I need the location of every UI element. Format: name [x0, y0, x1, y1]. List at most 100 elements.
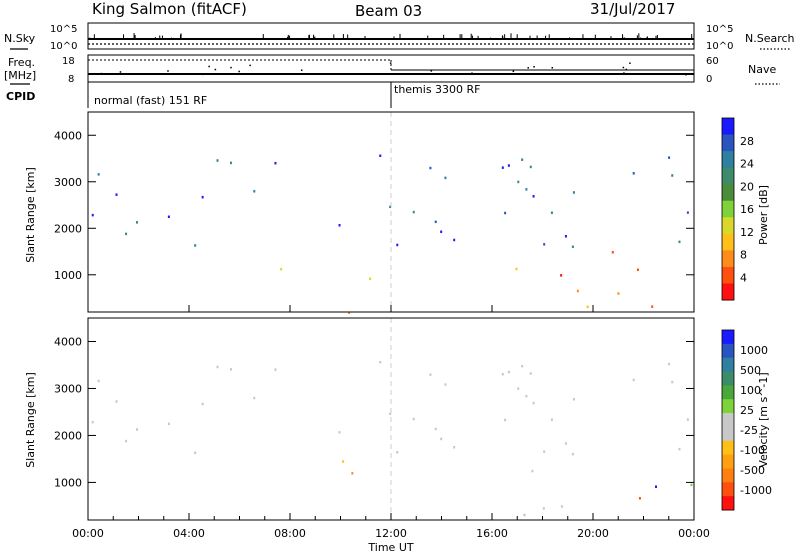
- freq-dot: [230, 66, 232, 69]
- colorbar-swatch: [722, 343, 734, 359]
- freq-dot: [473, 73, 476, 75]
- xaxis-label: Time UT: [367, 541, 413, 554]
- date-title: 31/Jul/2017: [590, 0, 675, 18]
- colorbar-tick-label: 12: [740, 226, 754, 239]
- freq-dot: [625, 68, 628, 71]
- colorbar-tick-label: 20: [740, 180, 754, 193]
- freq-label-line2: [MHz]: [4, 69, 36, 82]
- power-ylabel: Slant Range [km]: [24, 167, 37, 263]
- power-colorbar: 28 24 20 16 12 8 4: [721, 117, 754, 301]
- power-echo-cell: [572, 191, 575, 194]
- velocity-echo-cell: [379, 360, 382, 364]
- x-tick-label: 00:00: [678, 527, 710, 540]
- colorbar-swatch: [722, 167, 734, 185]
- colorbar-swatch: [722, 482, 734, 497]
- freq-dot: [389, 62, 392, 64]
- velocity-echo-cell: [97, 379, 100, 383]
- colorbar-swatch: [722, 200, 734, 218]
- velocity-echo-cell: [564, 442, 567, 445]
- velocity-y-axis: 1000 2000 3000 4000: [54, 335, 694, 489]
- power-echo-cell: [576, 289, 579, 293]
- velocity-echo-cell: [504, 418, 507, 422]
- power-echo-cell: [504, 211, 507, 215]
- power-echo-cell: [668, 156, 671, 159]
- power-echo-cell: [671, 174, 674, 177]
- power-panel: 1000 2000 3000 4000 Slant Range [km]: [24, 111, 695, 314]
- power-echo-cell: [280, 267, 283, 271]
- colorbar-tick-label: 16: [740, 203, 754, 216]
- y-tick-label: 2000: [54, 222, 82, 235]
- colorbar-tick-label: 100: [740, 384, 761, 397]
- cpid-panel: CPID normal (fast) 151 RF themis 3300 RF: [6, 82, 481, 108]
- velocity-echo-cell: [532, 401, 535, 405]
- power-echo-cell: [167, 215, 170, 219]
- velocity-colorbar-label: Velocity [m s^-1]: [757, 372, 770, 467]
- power-echo-cell: [529, 165, 532, 169]
- colorbar-swatch: [722, 426, 734, 442]
- freq-dot: [430, 70, 433, 72]
- power-echo-cell: [125, 232, 128, 236]
- freq-dot: [300, 69, 303, 71]
- velocity-echo-cell: [115, 400, 118, 403]
- freq-dot: [202, 73, 204, 76]
- colorbar-swatch: [722, 217, 734, 235]
- colorbar-tick-label: -25: [740, 424, 758, 437]
- x-tick-label: 12:00: [375, 527, 407, 540]
- power-echo-cell: [586, 305, 589, 309]
- time-x-axis: 00:00 04:00 08:00 12:00 16:00 20:00 00:00: [72, 305, 710, 540]
- colorbar-tick-label: -500: [740, 464, 765, 477]
- freq-tick-top: 18: [62, 56, 75, 67]
- velocity-echo-cell: [434, 427, 437, 431]
- colorbar-swatch: [722, 440, 734, 456]
- colorbar-swatch: [722, 399, 734, 414]
- colorbar-swatch: [722, 184, 734, 202]
- power-echo-cell: [369, 277, 372, 281]
- freq-dot: [208, 65, 210, 68]
- power-echo-cell: [396, 243, 399, 247]
- beam-title: Beam 03: [355, 2, 422, 20]
- colorbar-tick-label: -100: [740, 444, 765, 457]
- x-tick-label: 04:00: [173, 527, 205, 540]
- freq-dot: [527, 67, 529, 69]
- colorbar-tick-label: 1000: [740, 344, 768, 357]
- velocity-echo-cell: [389, 412, 392, 415]
- freq-dot: [533, 66, 535, 68]
- colorbar-swatch: [722, 413, 734, 428]
- freq-dot: [167, 70, 169, 72]
- power-echo-cell: [521, 158, 524, 161]
- freq-dot: [238, 70, 240, 73]
- power-echo-cell: [550, 211, 553, 214]
- power-echo-cell: [453, 238, 456, 242]
- freq-dot: [100, 72, 103, 75]
- nsky-panel: N.Sky 10^5 10^0 N.Search 10^5 10^0: [4, 22, 795, 52]
- power-colorbar-label: Power [dB]: [757, 185, 770, 245]
- velocity-echo-cell: [571, 452, 574, 456]
- freq-dot: [629, 62, 631, 64]
- velocity-echo-cell: [216, 365, 219, 369]
- nsky-label: N.Sky: [4, 32, 36, 45]
- velocity-panel: 1000 2000 3000 4000 Slant Range [km]: [24, 317, 695, 521]
- cpid-segment-1: normal (fast) 151 RF: [94, 94, 207, 107]
- nsearch-tick-top: 10^5: [706, 24, 733, 35]
- freq-dot: [512, 70, 515, 73]
- colorbar-swatch: [722, 454, 734, 469]
- velocity-echo-cell: [690, 483, 693, 487]
- velocity-echo-cell: [560, 505, 563, 508]
- velocity-echo-cell: [678, 447, 681, 451]
- power-echo-cell: [115, 193, 118, 196]
- velocity-echo-cell: [201, 402, 204, 406]
- power-echo-cell: [525, 188, 528, 191]
- power-echo-cell: [686, 211, 689, 214]
- velocity-echo-cell: [507, 370, 510, 374]
- x-tick-label: 00:00: [72, 527, 104, 540]
- velocity-echo-cell: [253, 396, 256, 400]
- nsky-tick-top: 10^5: [50, 24, 77, 35]
- velocity-echo-cell: [396, 451, 399, 454]
- y-tick-label: 2000: [54, 429, 82, 442]
- power-echo-cell: [389, 205, 392, 209]
- power-echo-cell: [194, 244, 197, 247]
- cpid-label: CPID: [6, 90, 35, 103]
- colorbar-swatch: [722, 371, 734, 386]
- power-echo-cell: [274, 161, 277, 165]
- velocity-echo-cell: [412, 417, 415, 421]
